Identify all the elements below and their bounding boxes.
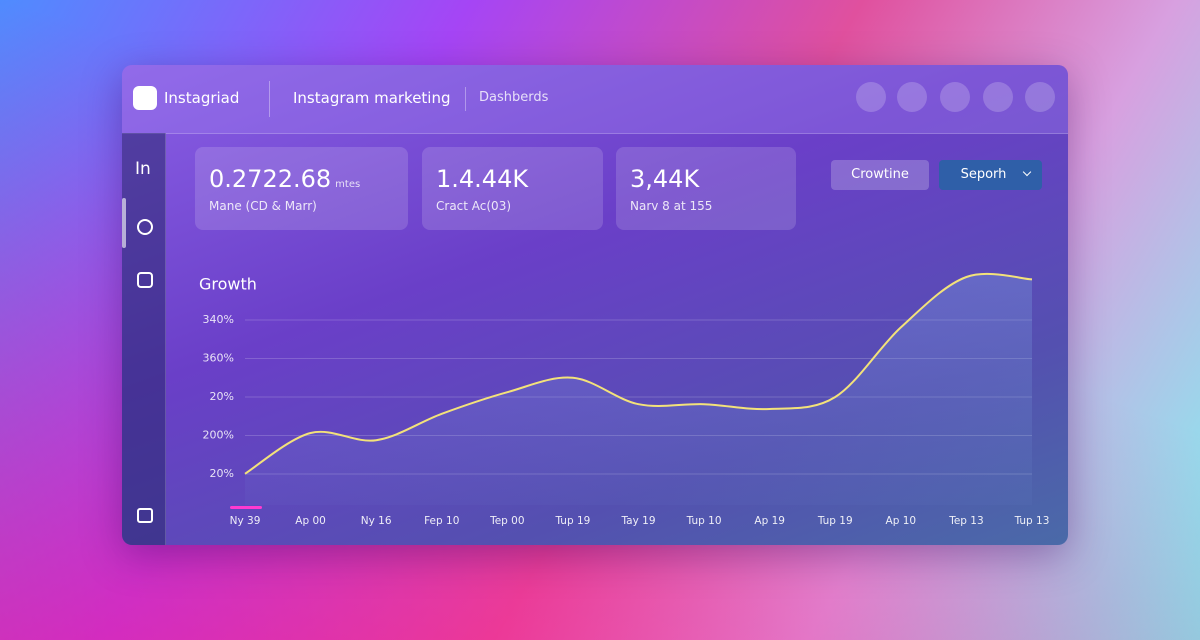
nav-icon[interactable] [137,272,153,288]
active-indicator [122,198,126,248]
dashboard: Instagriad Instagram marketing Dashberds… [122,65,1068,545]
y-tick-label: 20% [210,467,234,480]
icon-button[interactable] [940,82,970,112]
y-tick-label: 20% [210,390,234,403]
stat-label: Mane (CD & Marr) [209,199,317,213]
button-label: Seporh [960,167,1007,182]
divider [465,87,466,111]
x-tick-label: Ap 00 [295,515,326,527]
x-tick-label: Tep 00 [489,515,524,527]
nav-icon[interactable] [137,508,153,523]
stat-value: 0.2722.68 [209,165,332,193]
icon-button[interactable] [897,82,927,112]
x-tick-label: Tup 19 [817,515,853,527]
secondary-button[interactable]: Crowtine [831,160,929,190]
x-tick-label: Tep 13 [948,515,983,527]
x-tick-label: Tup 13 [1014,515,1050,527]
stat-card: 1.4.44K Cract Ac(03) [422,147,603,230]
y-tick-label: 340% [203,313,234,326]
x-tick-label: Ny 39 [230,515,261,527]
y-tick-label: 360% [203,352,234,365]
page-link[interactable]: Dashberds [479,90,549,105]
x-tick-label: Ny 16 [361,515,392,527]
stat-value: 3,44K [630,165,700,193]
stat-label: Cract Ac(03) [436,199,512,213]
stat-label: Narv 8 at 155 [630,199,713,213]
stat-card: 3,44K Narv 8 at 155 [616,147,796,230]
nav-icon[interactable] [137,219,153,235]
line-area [245,273,1032,505]
x-tick-label: Tup 10 [686,515,722,527]
x-tick-label: Tup 19 [554,515,590,527]
x-tick-label: Fep 10 [424,515,459,527]
divider [269,81,270,117]
y-tick-label: 200% [203,429,234,442]
nav-item[interactable]: In [135,159,151,179]
stat-value: 1.4.44K [436,165,529,193]
line [244,272,1033,475]
x-indicator [230,506,262,509]
x-tick-label: Ap 19 [754,515,785,527]
stat-card: 0.2722.68 mtes Mane (CD & Marr) [195,147,408,230]
brand[interactable]: Instagriad [164,89,240,107]
icon-button[interactable] [856,82,886,112]
icon-button[interactable] [983,82,1013,112]
primary-button[interactable]: Seporh [939,160,1042,190]
chart-title: Growth [199,275,257,294]
icon-button[interactable] [1025,82,1055,112]
chart: Growth 340% 360% 20% 200% 20% Ny 39 Ap 00 Ny 16… [199,272,1050,527]
header: Instagriad Instagram marketing Dashberds [122,65,1068,134]
stat-unit: mtes [335,179,361,190]
logo [133,86,157,110]
x-tick-label: Tay 19 [620,515,655,527]
x-tick-label: Ap 10 [886,515,917,527]
sidebar: In [122,133,166,545]
section[interactable]: Instagram marketing [293,89,451,107]
